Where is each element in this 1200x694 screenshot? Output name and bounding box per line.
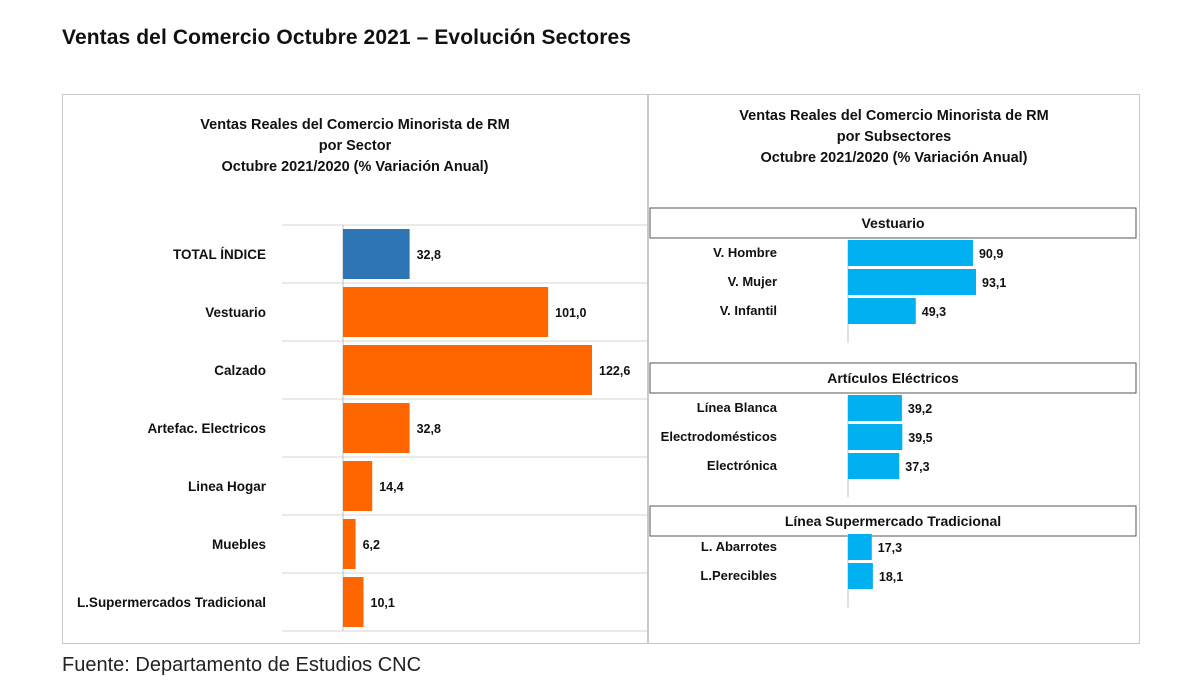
sector-chart-title-line-3: Octubre 2021/2020 (% Variación Anual): [221, 159, 489, 175]
bar-electrodomesticos: [848, 424, 903, 450]
sector-chart-title-line-2: por Sector: [318, 138, 392, 154]
group-title-linea-supermercado-tradicional: Línea Supermercado Tradicional: [785, 513, 1001, 529]
category-label-calzado: Calzado: [214, 363, 266, 378]
category-label-total-indice: TOTAL ÍNDICE: [173, 247, 266, 262]
bar-calzado: [343, 345, 592, 395]
subsector-chart-title: Ventas Reales del Comercio Minorista de …: [649, 106, 1139, 169]
subsector-bar-chart: Vestuario V. Hombre 90,9 V. Mujer 93,1 V. Inf…: [649, 207, 1137, 608]
category-label-linea-hogar: Linea Hogar: [188, 479, 267, 494]
data-label-artefac-electricos: 32,8: [417, 422, 441, 436]
bar-v-infantil: [848, 298, 916, 324]
bar-l-supermercados-tradicional: [343, 577, 364, 627]
bar-muebles: [343, 519, 356, 569]
sector-chart-title-line-1: Ventas Reales del Comercio Minorista de …: [200, 117, 510, 133]
group-title-articulos-electricos: Artículos Eléctricos: [827, 370, 959, 386]
data-label-electrodomesticos: 39,5: [908, 431, 932, 445]
bar-artefac-electricos: [343, 403, 410, 453]
bar-v-mujer: [848, 269, 976, 295]
subsector-chart-panel: Ventas Reales del Comercio Minorista de …: [648, 94, 1140, 644]
category-label-l-perecibles: L.Perecibles: [700, 568, 777, 583]
category-label-electronica: Electrónica: [707, 458, 778, 473]
group-title-vestuario: Vestuario: [861, 215, 924, 231]
data-label-v-hombre: 90,9: [979, 247, 1003, 261]
data-label-l-perecibles: 18,1: [879, 570, 903, 584]
data-label-electronica: 37,3: [905, 460, 929, 474]
data-label-calzado: 122,6: [599, 364, 630, 378]
data-label-vestuario: 101,0: [555, 306, 586, 320]
data-label-v-infantil: 49,3: [922, 305, 946, 319]
group-header-vestuario: [649, 207, 1137, 239]
data-label-muebles: 6,2: [363, 538, 380, 552]
category-label-v-mujer: V. Mujer: [728, 274, 777, 289]
subsector-chart-title-line-3: Octubre 2021/2020 (% Variación Anual): [760, 150, 1028, 166]
data-label-v-mujer: 93,1: [982, 276, 1006, 290]
sector-chart-title: Ventas Reales del Comercio Minorista de …: [63, 115, 647, 178]
data-label-l-supermercados-tradicional: 10,1: [371, 596, 395, 610]
sector-bar-chart: TOTAL ÍNDICE 32,8 Vestuario 101,0 Calzado 122…: [77, 224, 647, 632]
bar-linea-hogar: [343, 461, 373, 511]
category-label-v-infantil: V. Infantil: [720, 303, 777, 318]
sector-chart-panel: Ventas Reales del Comercio Minorista de …: [62, 94, 648, 644]
category-label-electrodomesticos: Electrodomésticos: [661, 429, 777, 444]
group-header-articulos-electricos: [649, 362, 1137, 394]
category-label-linea-blanca: Línea Blanca: [697, 400, 778, 415]
category-label-v-hombre: V. Hombre: [713, 245, 777, 260]
data-label-total-indice: 32,8: [417, 248, 441, 262]
category-label-l-abarrotes: L. Abarrotes: [701, 539, 777, 554]
data-label-l-abarrotes: 17,3: [878, 541, 902, 555]
bar-v-hombre: [848, 240, 973, 266]
category-label-l-supermercados-tradicional: L.Supermercados Tradicional: [77, 595, 266, 610]
subsector-chart-title-line-2: por Subsectores: [836, 129, 952, 145]
bar-l-abarrotes: [848, 534, 872, 560]
category-label-artefac-electricos: Artefac. Electricos: [147, 421, 266, 436]
bar-electronica: [848, 453, 900, 479]
source-note: Fuente: Departamento de Estudios CNC: [62, 654, 422, 676]
page-title: Ventas del Comercio Octubre 2021 – Evolu…: [62, 26, 632, 49]
data-label-linea-blanca: 39,2: [908, 402, 932, 416]
data-label-linea-hogar: 14,4: [379, 480, 403, 494]
bar-vestuario: [343, 287, 549, 337]
group-header-linea-supermercado-tradicional: [649, 505, 1137, 537]
bar-linea-blanca: [848, 395, 902, 421]
bar-l-perecibles: [848, 563, 873, 589]
subsector-chart-title-line-1: Ventas Reales del Comercio Minorista de …: [739, 108, 1049, 124]
bar-total-indice: [343, 229, 410, 279]
category-label-muebles: Muebles: [212, 537, 266, 552]
category-label-vestuario: Vestuario: [205, 305, 266, 320]
